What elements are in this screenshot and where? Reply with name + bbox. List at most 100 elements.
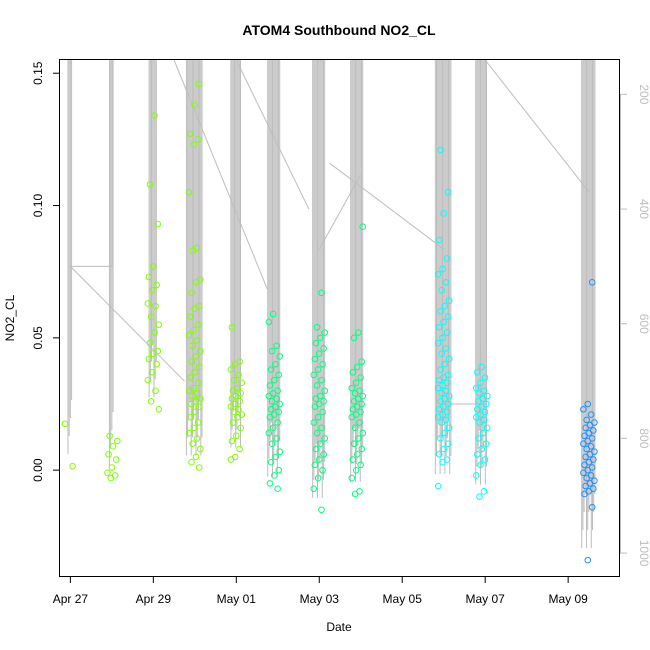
data-point — [311, 461, 319, 469]
data-point — [193, 337, 201, 344]
data-point — [191, 368, 199, 376]
data-point — [584, 400, 592, 408]
data-point — [229, 387, 237, 395]
data-point — [434, 339, 442, 347]
data-point — [437, 146, 444, 154]
data-point — [237, 424, 244, 432]
data-point — [436, 323, 443, 331]
data-point — [231, 361, 239, 368]
data-point — [320, 450, 327, 458]
data-point — [155, 405, 163, 413]
data-point — [319, 466, 326, 474]
data-point — [269, 424, 277, 432]
data-point — [350, 398, 358, 405]
trace-segment — [173, 59, 268, 290]
data-point — [186, 331, 193, 339]
data-point — [476, 493, 483, 500]
data-point — [189, 440, 196, 447]
data-point — [268, 398, 276, 405]
data-point — [155, 321, 163, 328]
data-point — [475, 435, 482, 442]
data-point — [353, 363, 361, 371]
y-tick-label: 0.15 — [31, 61, 45, 85]
data-point — [152, 387, 159, 395]
data-point — [444, 313, 452, 320]
x-tick-label: May 03 — [300, 592, 340, 606]
data-point — [276, 448, 284, 455]
data-point — [188, 358, 195, 365]
data-point — [145, 355, 153, 363]
data-point — [312, 339, 320, 347]
data-point — [235, 371, 242, 379]
data-point — [474, 405, 481, 413]
data-point — [188, 400, 195, 408]
chart-title: ATOM4 Southbound NO2_CL — [242, 22, 436, 38]
secondary-y-tick-label: 1000 — [637, 540, 650, 567]
y-tick-label: 0.10 — [31, 194, 45, 218]
data-point — [582, 453, 589, 461]
data-point — [441, 302, 449, 310]
data-point — [187, 374, 194, 381]
x-tick-label: May 01 — [217, 592, 257, 606]
data-point — [190, 141, 198, 148]
data-point — [152, 302, 159, 310]
x-tick-label: May 07 — [466, 592, 506, 606]
data-point — [273, 435, 280, 442]
y-tick-label: 0.00 — [31, 458, 45, 482]
data-point — [321, 387, 329, 395]
data-point — [315, 456, 323, 463]
data-point — [266, 480, 274, 487]
data-point — [146, 339, 154, 347]
data-point — [314, 474, 322, 482]
secondary-y-tick-label: 400 — [637, 199, 650, 219]
data-point — [318, 424, 325, 432]
data-point — [355, 435, 362, 442]
data-point — [271, 376, 278, 384]
y-axis-label: NO2_CL — [3, 294, 17, 341]
data-point — [272, 453, 279, 461]
data-point — [153, 361, 160, 368]
data-point — [319, 361, 326, 368]
data-point — [148, 286, 156, 294]
data-point — [587, 411, 595, 418]
data-point — [440, 445, 448, 453]
data-point — [187, 313, 194, 320]
data-point — [350, 440, 358, 447]
data-point — [114, 437, 121, 445]
data-point — [310, 485, 318, 492]
data-point — [581, 490, 588, 498]
secondary-y-tick-label: 600 — [637, 314, 650, 334]
data-point — [444, 440, 452, 447]
data-point — [438, 390, 445, 397]
data-point — [436, 236, 443, 244]
data-point — [478, 445, 486, 453]
data-point — [445, 424, 453, 432]
data-point — [582, 424, 589, 432]
data-point — [317, 440, 324, 447]
data-point — [436, 450, 443, 458]
data-point — [227, 366, 235, 373]
data-point — [230, 376, 238, 384]
data-point — [187, 130, 194, 138]
data-point — [351, 490, 359, 498]
data-point — [193, 435, 201, 442]
x-tick-label: Apr 29 — [136, 592, 172, 606]
x-tick-label: May 09 — [548, 592, 588, 606]
data-point — [268, 347, 276, 355]
data-point — [483, 424, 491, 432]
data-point — [195, 464, 203, 471]
data-point — [271, 472, 278, 479]
data-point — [108, 464, 116, 471]
data-point — [194, 321, 202, 328]
data-point — [268, 440, 276, 447]
data-point — [357, 461, 364, 469]
data-point — [153, 281, 160, 289]
data-point — [194, 379, 202, 387]
data-point — [479, 429, 487, 437]
data-point — [444, 189, 452, 196]
data-point — [582, 482, 589, 490]
data-point — [147, 313, 155, 320]
data-point — [439, 458, 446, 466]
data-point — [314, 366, 322, 373]
data-point — [105, 450, 112, 458]
